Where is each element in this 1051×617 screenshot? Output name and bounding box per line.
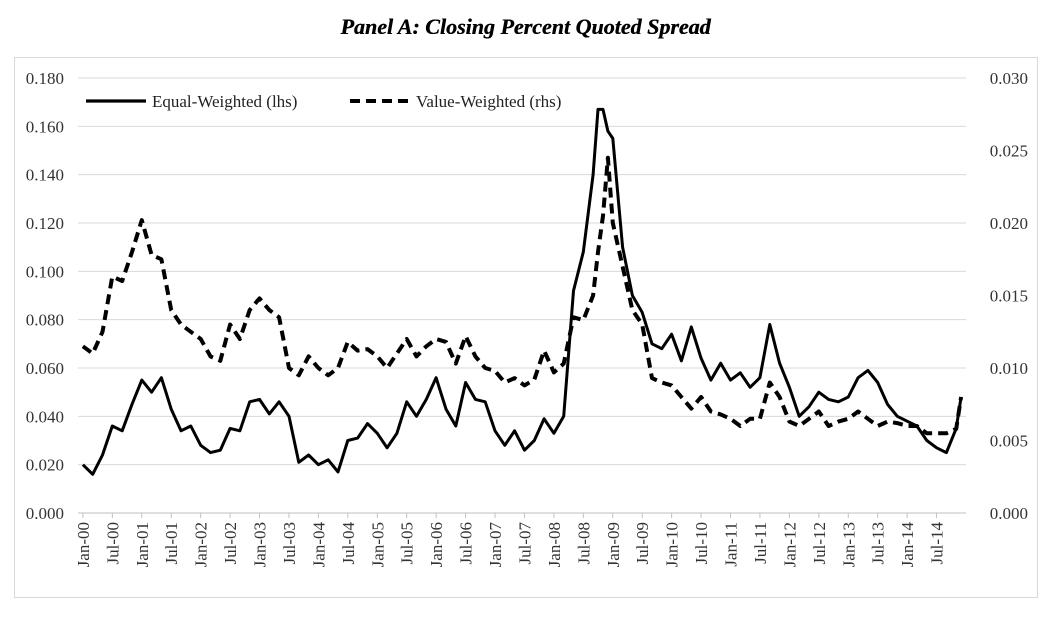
x-tick-label: Jul-09 (633, 522, 652, 565)
x-tick-label: Jul-03 (280, 522, 299, 565)
x-tick-label: Jan-04 (309, 522, 328, 568)
x-tick-label: Jul-04 (339, 522, 358, 565)
right-tick-label: 0.030 (990, 69, 1028, 88)
left-tick-label: 0.160 (26, 117, 64, 136)
left-tick-label: 0.140 (26, 166, 64, 185)
x-tick-label: Jan-13 (839, 522, 858, 567)
x-tick-label: Jan-11 (722, 522, 741, 567)
left-tick-label: 0.000 (26, 504, 64, 523)
x-tick-label: Jul-01 (162, 522, 181, 565)
x-tick-label: Jan-02 (192, 522, 211, 567)
left-tick-label: 0.180 (26, 69, 64, 88)
left-tick-label: 0.120 (26, 214, 64, 233)
x-tick-label: Jan-09 (604, 522, 623, 567)
x-tick-label: Jul-06 (457, 522, 476, 565)
left-tick-label: 0.100 (26, 262, 64, 281)
x-tick-label: Jul-02 (221, 522, 240, 565)
chart-frame (14, 57, 1038, 598)
left-tick-label: 0.020 (26, 456, 64, 475)
legend: Equal-Weighted (lhs) Value-Weighted (rhs… (86, 92, 561, 111)
right-tick-label: 0.005 (990, 432, 1028, 451)
x-tick-label: Jul-00 (103, 522, 122, 565)
x-tick-label: Jan-05 (368, 522, 387, 567)
right-axis-ticks: 0.000 0.005 0.010 0.015 0.020 0.025 0.030 (990, 69, 1028, 523)
left-tick-label: 0.080 (26, 311, 64, 330)
x-tick-label: Jul-08 (574, 522, 593, 565)
x-tick-label: Jan-06 (427, 522, 446, 567)
right-tick-label: 0.010 (990, 359, 1028, 378)
series-lines (81, 107, 964, 476)
x-tick-label: Jul-10 (692, 522, 711, 565)
x-tick-label: Jul-13 (869, 522, 888, 565)
x-tick-label: Jan-00 (74, 522, 93, 567)
series-line-equal-weighted (81, 107, 963, 476)
x-tick-label: Jan-12 (780, 522, 799, 567)
x-tick-label: Jul-07 (515, 522, 534, 565)
x-tick-label: Jul-05 (398, 522, 417, 565)
legend-label-value-weighted: Value-Weighted (rhs) (416, 92, 561, 111)
x-tick-label: Jan-07 (486, 522, 505, 568)
legend-label-equal-weighted: Equal-Weighted (lhs) (152, 92, 297, 111)
x-tick-label: Jul-12 (810, 522, 829, 565)
x-tick-label: Jan-08 (545, 522, 564, 567)
gridlines (78, 77, 966, 514)
right-tick-label: 0.015 (990, 287, 1028, 306)
x-axis-ticks: Jan-00 Jul-00 Jan-01 Jul-01 Jan-02 Jul-02 Jan-… (74, 513, 947, 567)
x-tick-label: Jan-10 (663, 522, 682, 567)
right-tick-label: 0.020 (990, 214, 1028, 233)
left-tick-label: 0.040 (26, 407, 64, 426)
series-line-value-weighted (81, 155, 964, 436)
x-tick-label: Jan-01 (133, 522, 152, 567)
x-tick-label: Jan-14 (898, 522, 917, 568)
chart-title: Panel A: Closing Percent Quoted Spread (340, 14, 711, 39)
x-tick-label: Jul-11 (751, 522, 770, 564)
right-tick-label: 0.025 (990, 142, 1028, 161)
right-tick-label: 0.000 (990, 504, 1028, 523)
x-tick-label: Jan-03 (251, 522, 270, 567)
left-tick-label: 0.060 (26, 359, 64, 378)
left-axis-ticks: 0.000 0.020 0.040 0.060 0.080 0.100 0.120 0.140… (26, 69, 64, 523)
x-tick-label: Jul-14 (928, 522, 947, 565)
